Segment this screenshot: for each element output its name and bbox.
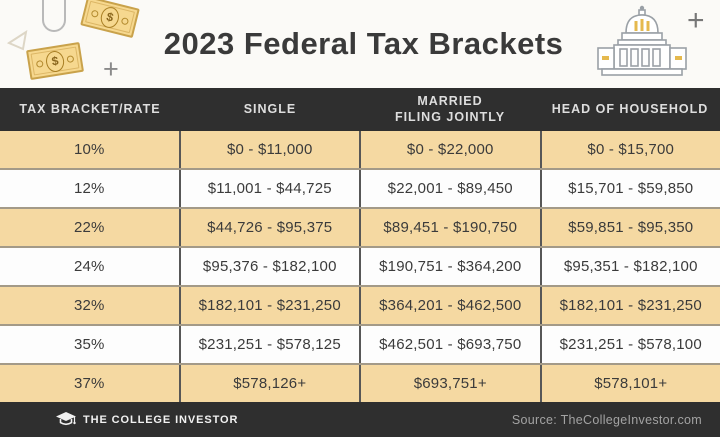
bill-dot xyxy=(120,16,130,25)
source-attribution: Source: TheCollegeInvestor.com xyxy=(511,412,702,427)
table-row: 10% $0 - $11,000 $0 - $22,000 $0 - $15,700 xyxy=(0,131,720,168)
dollar-bill-icon: $ xyxy=(25,41,85,81)
income-range-cell: $59,851 - $95,350 xyxy=(568,219,694,236)
dollar-bill-icon: $ xyxy=(80,0,140,39)
income-range-cell: $693,751+ xyxy=(361,365,542,402)
rate-cell: 24% xyxy=(0,248,181,285)
column-header-head-of-household: HEAD OF HOUSEHOLD xyxy=(551,101,709,116)
column-header-single: SINGLE xyxy=(243,101,297,116)
page-title: 2023 Federal Tax Brackets xyxy=(163,26,564,61)
income-range-cell: $364,201 - $462,500 xyxy=(361,287,542,324)
income-range-cell: $11,001 - $44,725 xyxy=(181,170,361,207)
income-range-cell: $0 - $15,700 xyxy=(587,141,675,158)
income-range-cell: $578,101+ xyxy=(594,375,668,392)
table-row: 12% $11,001 - $44,725 $22,001 - $89,450 $15… xyxy=(0,168,720,207)
income-range-cell: $182,101 - $231,250 xyxy=(559,297,702,314)
income-range-cell: $95,351 - $182,100 xyxy=(563,258,698,275)
bill-dot xyxy=(90,9,100,18)
rate-cell: 10% xyxy=(0,131,181,168)
column-header-tax-bracket: TAX BRACKET/RATE xyxy=(19,101,161,116)
brand-name: THE COLLEGE INVESTOR xyxy=(83,413,239,426)
bill-dot xyxy=(35,59,44,68)
capitol-building-icon xyxy=(597,5,687,76)
income-range-cell: $0 - $11,000 xyxy=(181,131,361,168)
income-range-cell: $462,501 - $693,750 xyxy=(361,326,542,363)
income-range-cell: $89,451 - $190,750 xyxy=(361,209,542,246)
income-range-cell: $22,001 - $89,450 xyxy=(361,170,542,207)
column-header-married: MARRIED FILING JOINTLY xyxy=(394,93,506,124)
graduation-cap-icon xyxy=(56,412,76,426)
income-range-cell: $578,126+ xyxy=(181,365,361,402)
table-row: 35% $231,251 - $578,125 $462,501 - $693,75… xyxy=(0,324,720,363)
table-header-row: TAX BRACKET/RATE SINGLE MARRIED FILING J… xyxy=(0,88,720,131)
table-row: 22% $44,726 - $95,375 $89,451 - $190,750 $5… xyxy=(0,207,720,246)
income-range-cell: $0 - $22,000 xyxy=(361,131,542,168)
income-range-cell: $95,376 - $182,100 xyxy=(181,248,361,285)
table-row: 32% $182,101 - $231,250 $364,201 - $462,50… xyxy=(0,285,720,324)
table-row: 24% $95,376 - $182,100 $190,751 - $364,200… xyxy=(0,246,720,285)
dollar-sign: $ xyxy=(98,4,122,30)
income-range-cell: $231,251 - $578,125 xyxy=(181,326,361,363)
plus-icon: + xyxy=(687,4,705,37)
rate-cell: 12% xyxy=(0,170,181,207)
footer-bar: THE COLLEGE INVESTOR Source: TheCollegeI… xyxy=(0,402,720,437)
header-banner: $ $ + + 2023 Federal Tax Brackets xyxy=(0,0,720,88)
income-range-cell: $231,251 - $578,100 xyxy=(559,336,702,353)
income-range-cell: $15,701 - $59,850 xyxy=(568,180,694,197)
triangle-icon xyxy=(7,30,28,51)
paperclip-icon xyxy=(42,0,66,32)
rate-cell: 37% xyxy=(0,365,181,402)
rate-cell: 32% xyxy=(0,287,181,324)
income-range-cell: $44,726 - $95,375 xyxy=(181,209,361,246)
table-row: 37% $578,126+ $693,751+ $578,101+ xyxy=(0,363,720,402)
rate-cell: 35% xyxy=(0,326,181,363)
dollar-sign: $ xyxy=(44,49,66,73)
rate-cell: 22% xyxy=(0,209,181,246)
table-body: 10% $0 - $11,000 $0 - $22,000 $0 - $15,700 1… xyxy=(0,131,720,402)
bill-dot xyxy=(66,54,75,63)
income-range-cell: $190,751 - $364,200 xyxy=(361,248,542,285)
brand-logo: THE COLLEGE INVESTOR xyxy=(56,412,238,427)
plus-icon: + xyxy=(103,54,119,84)
income-range-cell: $182,101 - $231,250 xyxy=(181,287,361,324)
